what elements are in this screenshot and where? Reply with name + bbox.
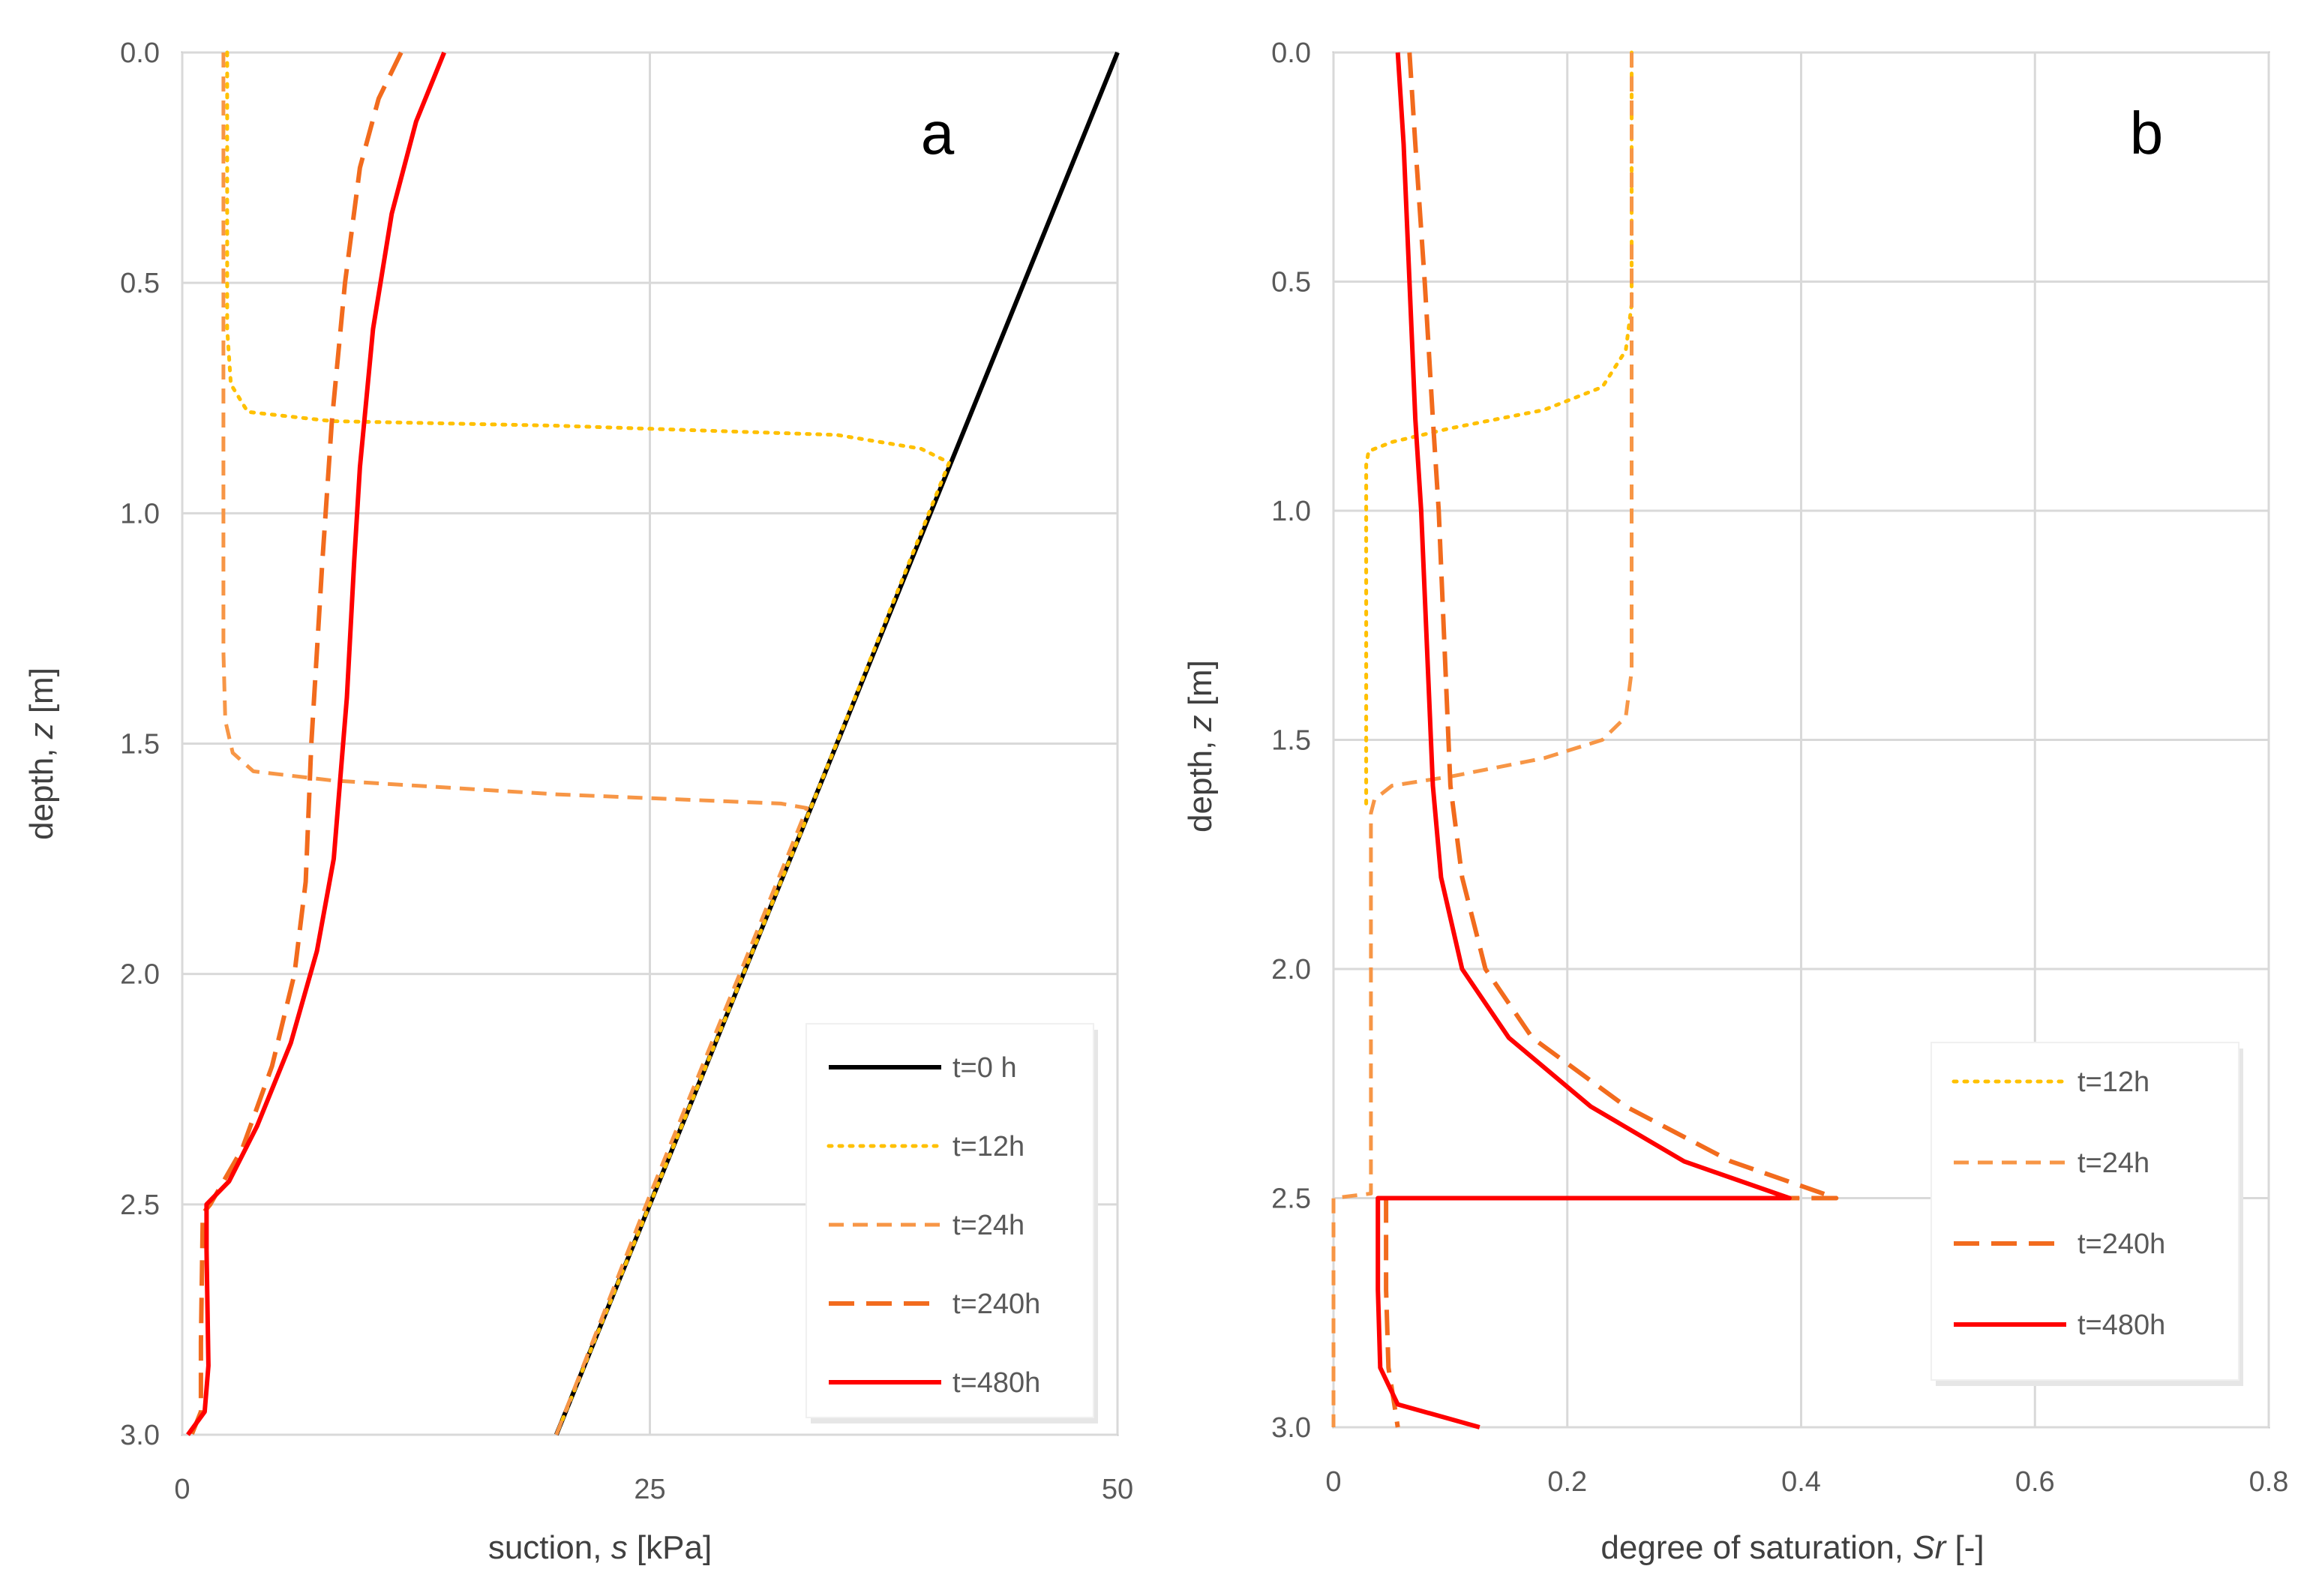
panel-a-ticks: 0 25 50 0.0 0.5 1.0 1.5 2.0 2.5 3.0 <box>120 38 1133 1505</box>
panel-a-series <box>186 50 1120 1437</box>
panel-a-y-tick-label: 1.0 <box>120 498 160 530</box>
panel-b-x-tick-label: 0.4 <box>1781 1466 1821 1498</box>
panel-b-legend: t=12h t=24h t=240h t=480h <box>1930 1042 2243 1386</box>
panel-a-legend-label: t=480h <box>952 1367 1040 1399</box>
panel-a-y-tick-label: 0.0 <box>120 38 160 69</box>
panel-a-legend-box <box>806 1023 1094 1418</box>
panel-a-series-t-12h <box>225 50 951 1437</box>
panel-a-legend-label: t=24h <box>952 1210 1024 1241</box>
panel-a-y-tick-label: 2.0 <box>120 959 160 991</box>
panel-b-chart: 0 0.2 0.4 0.6 0.8 0.0 0.5 1.0 1.5 2.0 2.5 3.0 b deg… <box>1182 38 2288 1566</box>
panel-a-x-axis-title: suction, s [kPa] <box>488 1529 712 1566</box>
panel-b-legend-label: t=24h <box>2078 1148 2150 1179</box>
panel-b-y-tick-label: 0.0 <box>1271 38 1311 69</box>
panel-a-legend-label: t=12h <box>952 1131 1024 1162</box>
panel-a-legend-label: t=0 h <box>952 1052 1017 1084</box>
panel-a-series-t-480h <box>186 51 446 1436</box>
panel-b-y-tick-label: 3.0 <box>1271 1412 1311 1444</box>
panel-b-legend-label: t=240h <box>2078 1228 2165 1260</box>
panel-a-y-tick-label: 3.0 <box>120 1420 160 1451</box>
panel-a-letter: a <box>921 100 955 166</box>
panel-b-y-tick-label: 2.0 <box>1271 954 1311 986</box>
panel-a-y-tick-label: 1.5 <box>120 729 160 760</box>
panel-a-legend: t=0 h t=12h t=24h t=240h t=480h <box>806 1023 1098 1424</box>
panel-a-y-tick-label: 2.5 <box>120 1190 160 1221</box>
panel-b-x-tick-label: 0 <box>1325 1466 1341 1498</box>
panel-a-legend-label: t=240h <box>952 1288 1040 1320</box>
panel-b-legend-label: t=12h <box>2078 1066 2150 1098</box>
panel-b-legend-label: t=480h <box>2078 1310 2165 1341</box>
panel-a-y-tick-label: 0.5 <box>120 268 160 299</box>
panel-b-series-t-480h <box>1376 52 1792 1430</box>
panel-b-y-axis-title: depth, z [m] <box>1182 660 1219 832</box>
panel-b-x-axis-title: degree of saturation, Sr [-] <box>1600 1529 1984 1566</box>
panel-b-series-t-12h <box>1364 50 1634 806</box>
panel-a-chart: 0 25 50 0.0 0.5 1.0 1.5 2.0 2.5 3.0 a suction, s … <box>23 38 1133 1566</box>
panel-a-y-axis-title: depth, z [m] <box>23 668 60 840</box>
panel-b-letter: b <box>2130 100 2164 166</box>
panel-b-x-tick-label: 0.8 <box>2249 1466 2289 1498</box>
panel-b-series-t-240h <box>1384 52 1839 1428</box>
panel-b-y-tick-label: 0.5 <box>1271 267 1311 298</box>
panel-a-x-tick-label: 25 <box>634 1474 665 1505</box>
panel-b-y-tick-label: 2.5 <box>1271 1184 1311 1215</box>
panel-a-series-t-24h <box>221 52 809 1436</box>
panel-a-x-tick-label: 50 <box>1102 1474 1133 1505</box>
panel-b-y-tick-label: 1.5 <box>1271 725 1311 757</box>
panel-b-x-tick-label: 0.6 <box>2015 1466 2055 1498</box>
panel-b-ticks: 0 0.2 0.4 0.6 0.8 0.0 0.5 1.0 1.5 2.0 2.5 3.0 <box>1271 38 2288 1498</box>
panel-b-series-t-24h <box>1331 52 1634 1427</box>
panel-a-series-t-240h <box>189 51 404 1436</box>
panel-b-y-tick-label: 1.0 <box>1271 496 1311 527</box>
panel-b-series <box>1331 50 1839 1430</box>
panel-a-x-tick-label: 0 <box>174 1474 190 1505</box>
panel-b-x-tick-label: 0.2 <box>1547 1466 1587 1498</box>
